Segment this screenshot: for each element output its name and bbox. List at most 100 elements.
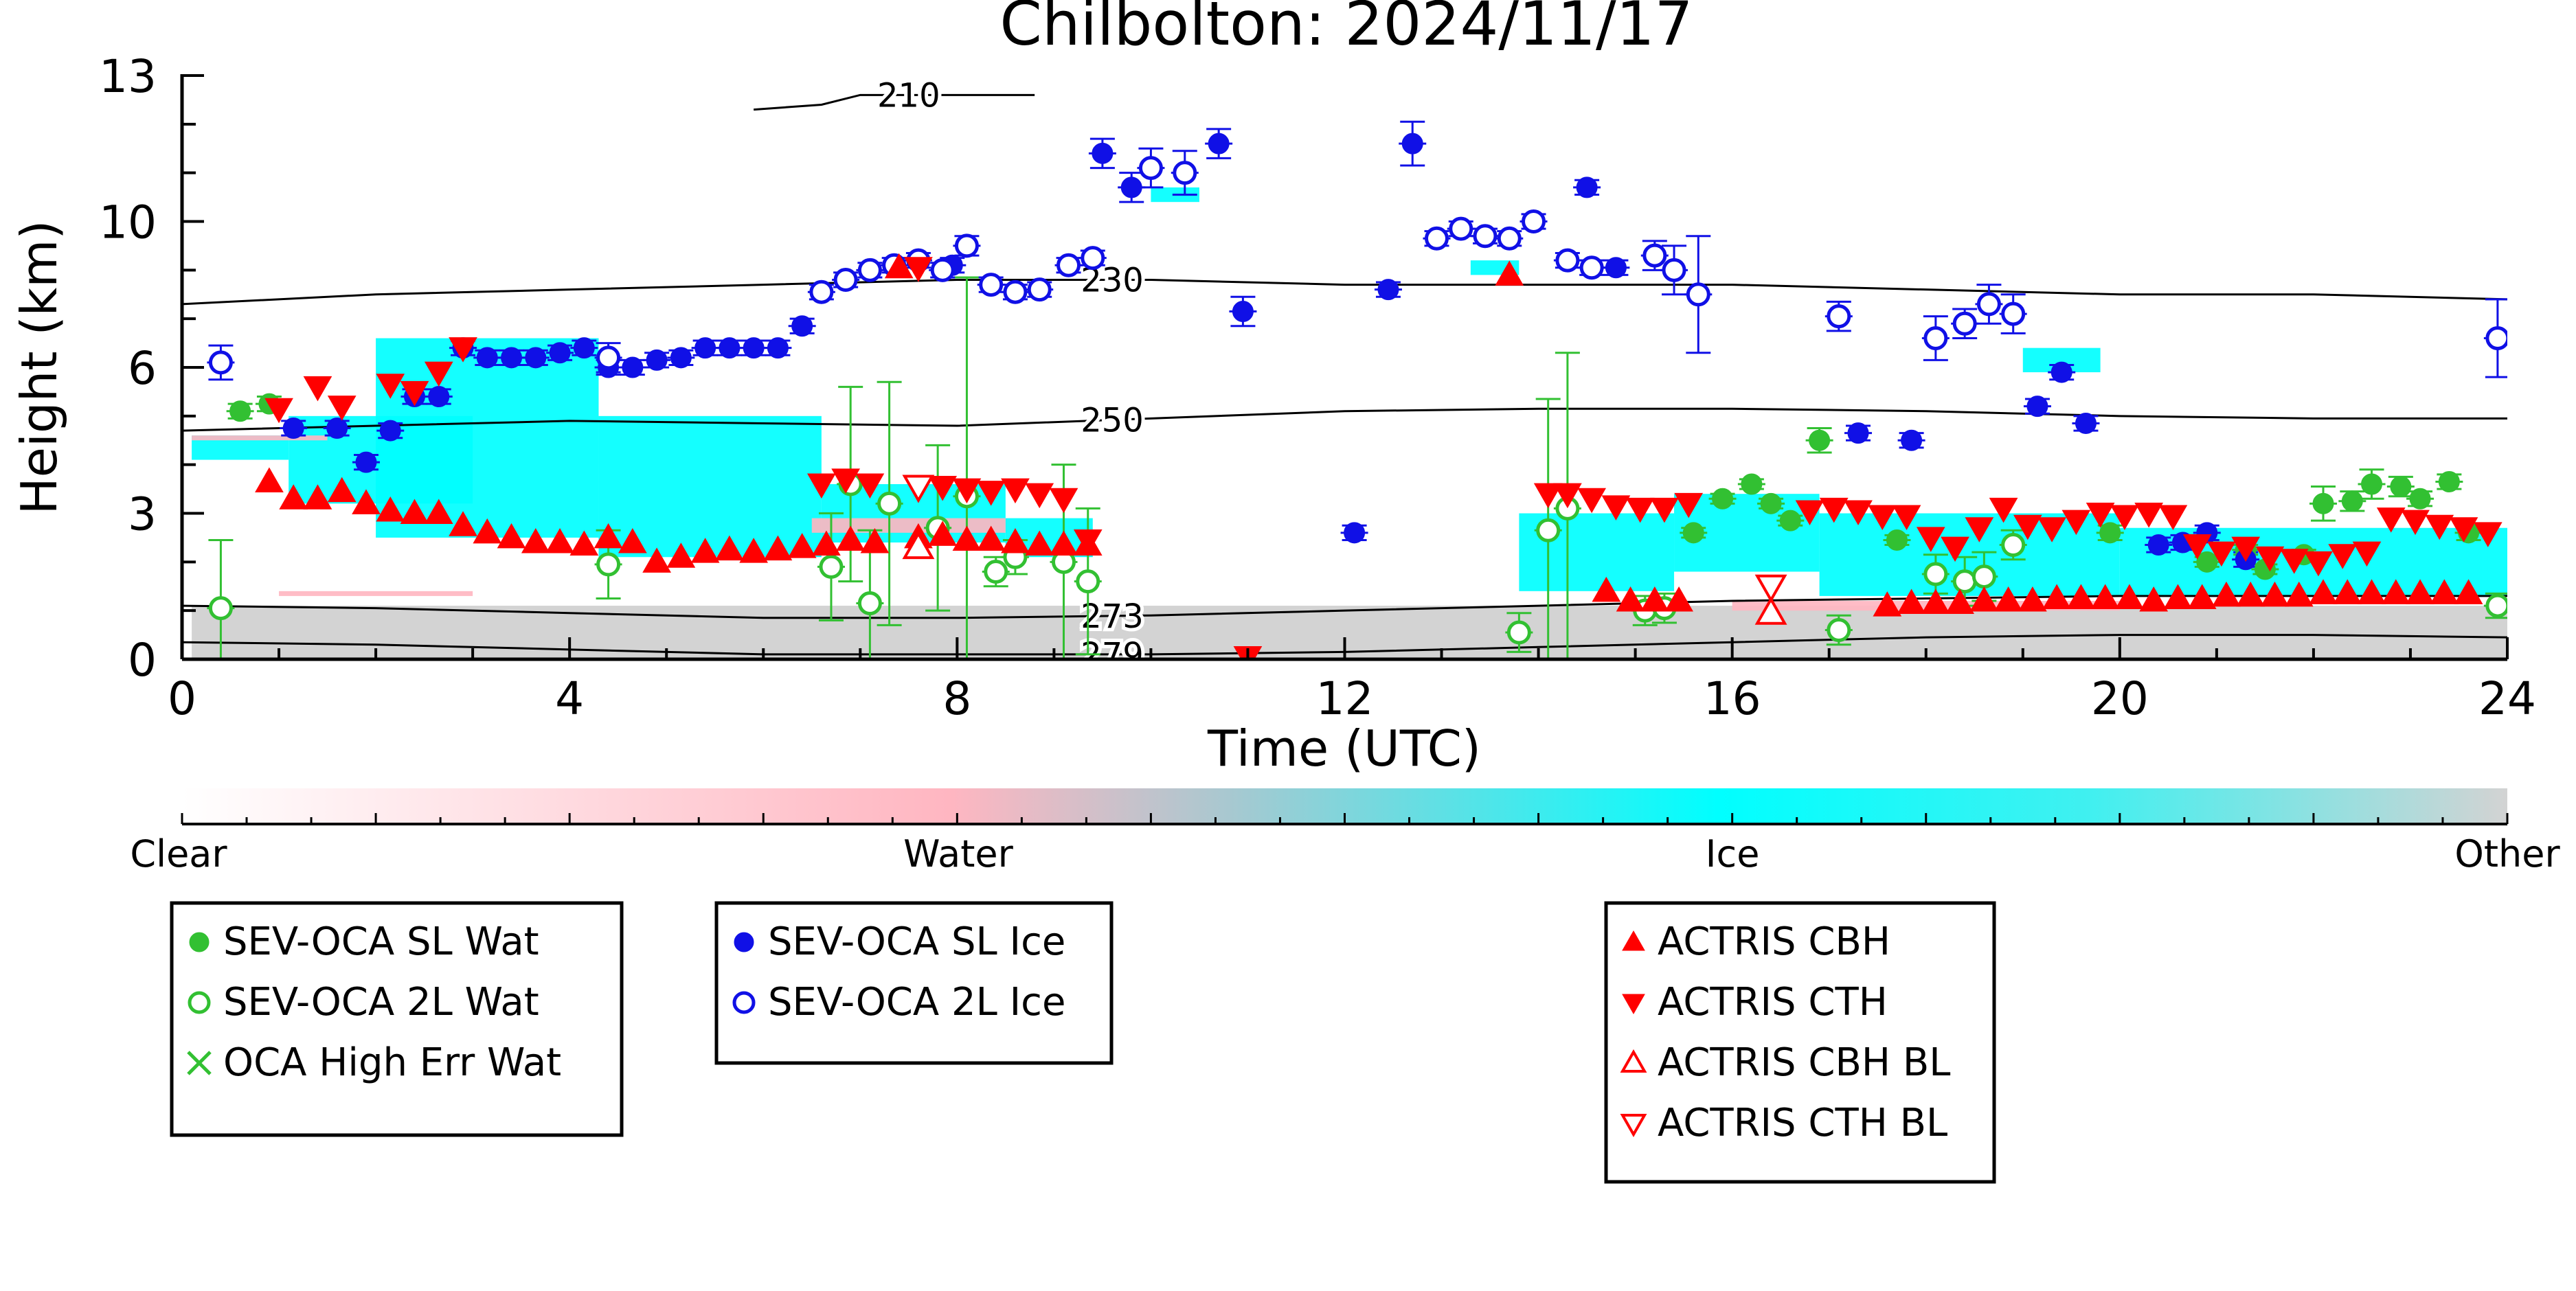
legend-marker-sev-oca-2l-wat xyxy=(188,991,211,1014)
point-sev-oca-2l-wat xyxy=(1923,562,1948,586)
point-actris-cbh xyxy=(884,253,914,279)
point-sev-oca-2l-ice xyxy=(596,345,621,370)
point-sev-oca-sl-ice xyxy=(2075,412,2097,434)
point-sev-oca-sl-wat xyxy=(1741,473,1763,495)
legend-entry-actris-cth-bl: ACTRIS CTH BL xyxy=(1658,1101,1947,1145)
point-sev-oca-2l-ice xyxy=(857,258,882,282)
contour-line-210 xyxy=(754,93,1035,111)
point-actris-cth xyxy=(2110,505,2139,531)
point-actris-cth xyxy=(976,481,1006,506)
region-ice xyxy=(598,415,822,558)
point-actris-cth xyxy=(1916,527,1945,552)
point-actris-cbh xyxy=(2042,584,2072,609)
legend-entry-actris-cbh: ACTRIS CBH xyxy=(1658,919,1890,964)
point-actris-cbh xyxy=(473,518,502,544)
point-sev-oca-sl-ice xyxy=(355,451,377,473)
legend-marker-actris-cbh-bl xyxy=(1620,1049,1647,1073)
point-actris-cth xyxy=(2304,551,2333,577)
point-sev-oca-2l-ice xyxy=(2485,326,2507,350)
point-actris-cbh xyxy=(1873,591,1902,617)
point-sev-oca-sl-wat xyxy=(2312,492,2334,514)
point-sev-oca-2l-ice xyxy=(1173,161,1197,185)
point-actris-cbh xyxy=(1969,586,1999,612)
point-actris-cth xyxy=(1892,505,1921,531)
point-actris-cbh xyxy=(2406,579,2434,604)
point-actris-cth-bl xyxy=(902,475,935,503)
point-actris-cbh xyxy=(618,527,647,553)
point-sev-oca-sl-ice xyxy=(1120,176,1142,198)
point-sev-oca-2l-ice xyxy=(1027,277,1052,302)
point-actris-cbh xyxy=(2381,579,2410,604)
point-sev-oca-sl-ice xyxy=(622,356,644,378)
point-actris-cbh xyxy=(952,525,982,551)
point-actris-cth xyxy=(2037,517,2066,542)
point-actris-cbh xyxy=(1049,530,1078,556)
point-sev-oca-2l-ice xyxy=(833,268,858,292)
colorbar-label-water: Water xyxy=(903,832,1013,876)
point-actris-cbh xyxy=(976,525,1006,551)
contour-label: 273 xyxy=(1081,597,1144,636)
point-sev-oca-2l-wat xyxy=(1971,564,1996,589)
point-actris-cth xyxy=(2376,507,2406,533)
point-actris-cth xyxy=(2158,505,2188,531)
legend-marker-actris-cbh xyxy=(1622,930,1645,951)
point-actris-cbh xyxy=(255,467,284,492)
point-actris-cbh xyxy=(860,527,890,553)
point-actris-cbh xyxy=(715,535,744,561)
legend-marker-sev-oca-2l-ice xyxy=(732,991,756,1014)
legend-marker-oca-high-err-wat xyxy=(187,1051,212,1075)
point-actris-cbh xyxy=(1664,586,1693,612)
point-sev-oca-sl-wat xyxy=(2341,490,2363,512)
point-sev-oca-2l-wat xyxy=(819,554,844,579)
point-sev-oca-sl-ice xyxy=(1377,279,1399,301)
point-actris-cth xyxy=(928,476,958,501)
point-sev-oca-sl-ice xyxy=(1605,257,1627,279)
point-actris-cth xyxy=(2013,514,2042,540)
point-actris-cbh xyxy=(2454,579,2483,604)
point-actris-cbh xyxy=(2163,584,2193,609)
legend-box-3: ACTRIS CBH ACTRIS CTH ACTRIS CBH BL ACTRIS … xyxy=(1604,901,1996,1184)
point-sev-oca-2l-ice xyxy=(1473,224,1498,249)
point-sev-oca-sl-ice xyxy=(670,347,692,369)
point-sev-oca-2l-ice xyxy=(1827,304,1851,329)
contour-line-273 xyxy=(182,595,2507,619)
point-actris-cbh xyxy=(2090,584,2120,609)
contour-line-230 xyxy=(182,279,2507,306)
point-sev-oca-2l-ice xyxy=(1923,326,1948,350)
point-actris-cbh xyxy=(1921,589,1950,615)
point-sev-oca-2l-wat xyxy=(208,596,233,621)
cloud-classification-layer xyxy=(192,187,2507,659)
point-actris-cth xyxy=(1625,497,1655,523)
point-sev-oca-sl-wat xyxy=(1779,510,1801,532)
y-axis-label: Height (km) xyxy=(10,220,68,515)
legend-marker-actris-cth xyxy=(1622,994,1645,1015)
point-sev-oca-2l-ice xyxy=(1642,243,1667,268)
legend-entry-sev-oca-sl-ice: SEV-OCA SL Ice xyxy=(768,919,1065,964)
legend-marker-sev-oca-sl-ice xyxy=(734,932,754,952)
point-sev-oca-sl-ice xyxy=(2050,361,2072,383)
point-sev-oca-2l-ice xyxy=(1138,156,1163,181)
point-actris-cbh xyxy=(327,477,357,503)
point-actris-cbh xyxy=(1025,530,1054,556)
point-actris-cth xyxy=(1001,478,1030,504)
point-sev-oca-sl-ice xyxy=(719,337,741,359)
data-markers xyxy=(208,133,2507,659)
point-actris-cth xyxy=(264,398,293,424)
legend-entry-actris-cth: ACTRIS CTH xyxy=(1658,980,1888,1025)
point-sev-oca-sl-ice xyxy=(525,347,547,369)
point-actris-cth xyxy=(449,337,477,363)
point-sev-oca-2l-wat xyxy=(857,591,882,616)
point-actris-cth xyxy=(2207,541,2236,567)
point-sev-oca-sl-wat xyxy=(2438,470,2460,492)
point-actris-cth-bl xyxy=(1754,574,1787,603)
point-actris-cbh xyxy=(2212,581,2241,607)
point-sev-oca-sl-wat xyxy=(2361,473,2383,495)
point-sev-oca-2l-ice xyxy=(1579,255,1604,280)
point-actris-cth xyxy=(2255,546,2285,572)
point-sev-oca-sl-ice xyxy=(1232,301,1254,323)
point-actris-cbh xyxy=(279,484,308,510)
region-water xyxy=(279,591,473,596)
point-sev-oca-2l-ice xyxy=(2001,301,2026,326)
point-sev-oca-2l-wat xyxy=(2001,533,2026,558)
legend-marker-sev-oca-sl-wat xyxy=(189,932,210,952)
